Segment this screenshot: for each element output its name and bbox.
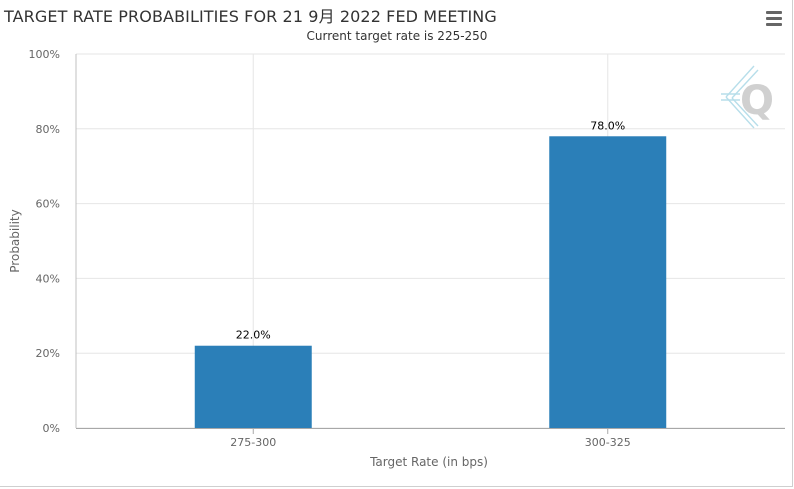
y-tick-label: 80%: [36, 123, 60, 136]
quikstrike-q-logo-icon: Q: [721, 65, 774, 129]
x-tick-labels: 275-300 300-325: [230, 436, 630, 449]
y-tick-label: 20%: [36, 347, 60, 360]
y-axis-title: Probability: [8, 209, 22, 272]
data-label: 78.0%: [590, 119, 625, 132]
x-tick-label: 275-300: [230, 436, 276, 449]
bar-275-300[interactable]: [194, 345, 312, 428]
gridlines: [76, 53, 785, 429]
chart-title: TARGET RATE PROBABILITIES FOR 21 9月 2022…: [4, 7, 497, 26]
watermark-letter: Q: [740, 78, 774, 124]
y-tick-label: 40%: [36, 272, 60, 285]
data-label: 22.0%: [236, 329, 271, 342]
bars: [194, 136, 667, 428]
y-tick-label: 0%: [43, 422, 60, 435]
x-tick-label: 300-325: [585, 436, 631, 449]
menu-line: [766, 11, 782, 14]
y-tick-label: 60%: [36, 198, 60, 211]
menu-line: [766, 17, 782, 20]
data-labels: 22.0% 78.0%: [236, 119, 625, 341]
x-axis-title: Target Rate (in bps): [369, 455, 488, 469]
menu-line: [766, 23, 782, 26]
axes: [75, 54, 785, 434]
hamburger-menu-icon[interactable]: [762, 8, 786, 28]
bar-300-325[interactable]: [549, 136, 667, 428]
y-tick-labels: 0% 20% 40% 60% 80% 100%: [29, 48, 60, 435]
chart-subtitle: Current target rate is 225-250: [306, 29, 488, 43]
y-tick-label: 100%: [29, 48, 60, 61]
